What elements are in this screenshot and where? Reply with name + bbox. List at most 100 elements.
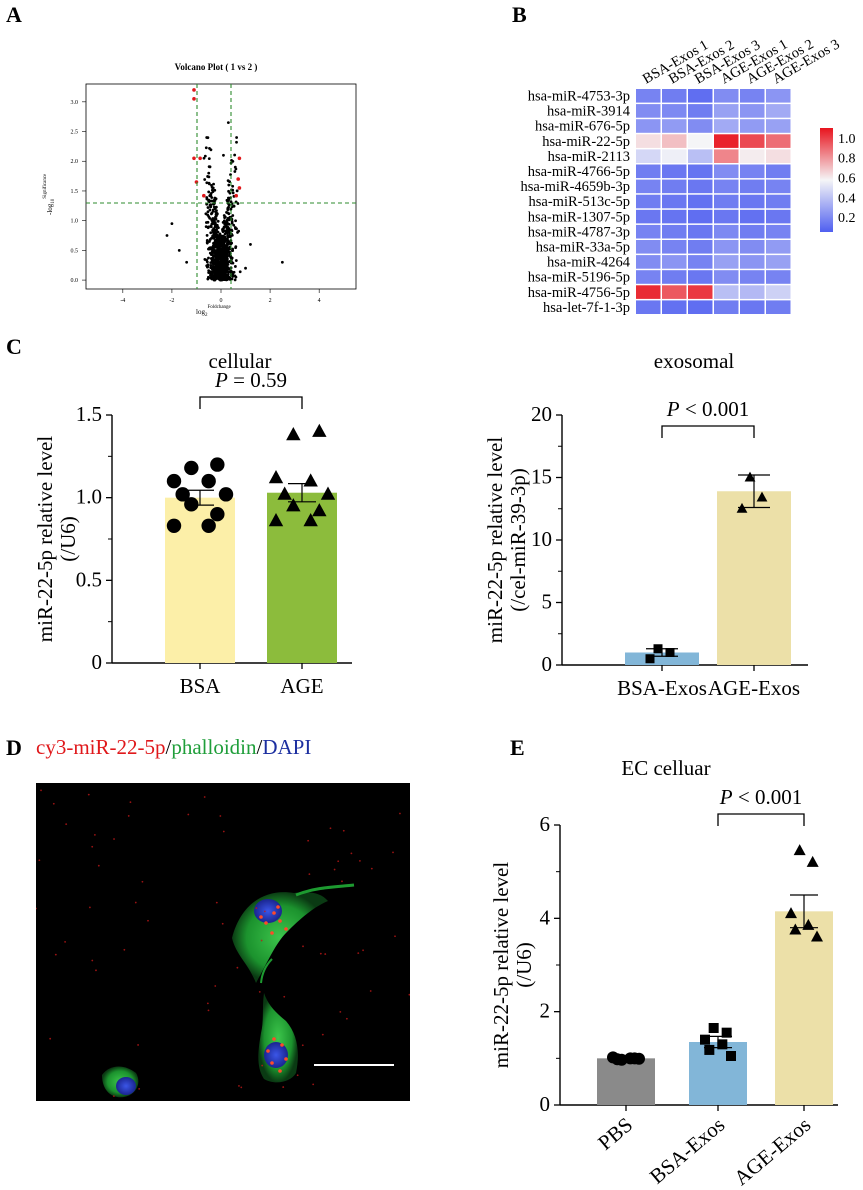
data-point [175, 487, 190, 502]
heatmap-row-label: hsa-let-7f-1-3p [543, 300, 630, 316]
cy3-dot [127, 815, 130, 817]
volcano-point [212, 220, 216, 223]
microscopy-label-phalloidin: phalloidin [171, 735, 257, 759]
heatmap-cell [714, 164, 739, 179]
volcano-point [227, 234, 231, 238]
volcano-x-tick-label: 4 [318, 298, 321, 304]
cy3-dot [392, 851, 394, 854]
data-point [645, 654, 655, 664]
y-tick-label: 20 [531, 402, 552, 426]
volcano-point [207, 171, 211, 175]
cy3-dot [329, 827, 332, 830]
volcano-sig-point [236, 177, 240, 181]
volcano-point [224, 251, 228, 255]
volcano-point [205, 240, 209, 244]
volcano-ylabel: -log10Significance [43, 173, 56, 215]
volcano-x-tick-label: 0 [220, 298, 223, 304]
volcano-point [213, 269, 217, 273]
heatmap-row-label: hsa-miR-4659b-3p [520, 179, 630, 195]
heatmap-cell [714, 104, 739, 118]
cy3-dot [284, 1057, 288, 1061]
volcano-point [206, 175, 210, 178]
heatmap-cell [636, 285, 661, 299]
volcano-y-tick-label: 0.5 [71, 248, 79, 254]
data-point [793, 844, 806, 856]
volcano-point [207, 182, 211, 186]
heatmap-cell [636, 89, 661, 103]
volcano-point [212, 182, 215, 186]
cy3-dot [264, 921, 268, 925]
volcano-point [204, 146, 208, 150]
volcano-sig-point [198, 156, 202, 161]
data-point [653, 644, 663, 654]
heatmap-cell [740, 224, 765, 239]
volcano-point [226, 247, 229, 251]
cy3-dot [270, 931, 274, 935]
data-point [756, 491, 768, 502]
volcano-point [165, 234, 169, 237]
data-point [624, 1052, 637, 1065]
volcano-point [211, 270, 215, 274]
volcano-point [217, 252, 221, 256]
volcano-point [205, 197, 209, 201]
data-point [312, 503, 327, 517]
data-point [184, 497, 199, 512]
volcano-point [227, 203, 231, 207]
heatmap-cell [636, 104, 661, 118]
volcano-plot: Volcano Plot ( 1 vs 2 ) -4 -2 0 2 4 0.0 0.5 1.0… [43, 62, 357, 318]
data-point [201, 518, 216, 533]
volcano-point [217, 276, 221, 280]
volcano-point [221, 230, 225, 233]
volcano-point [236, 202, 240, 205]
volcano-point [208, 208, 212, 212]
volcano-point [232, 270, 236, 274]
volcano-sig-point [234, 193, 239, 198]
cy3-dot [278, 919, 282, 923]
volcano-point [227, 189, 230, 193]
volcano-point [207, 256, 210, 260]
heatmap-cell [714, 149, 739, 163]
volcano-point [224, 238, 228, 241]
cy3-dot [272, 911, 276, 915]
cy3-dot [219, 815, 222, 817]
nucleus [264, 1042, 288, 1068]
heatmap-cell [636, 119, 661, 133]
heatmap-cell [662, 209, 687, 224]
cy3-dot [112, 1095, 115, 1098]
bar [689, 1042, 747, 1105]
heatmap-row-label: hsa-miR-2113 [548, 149, 630, 165]
cy3-dot [138, 1087, 141, 1090]
volcano-point [217, 264, 221, 267]
y-axis-label: miR-22-5p relative level(/cel-miR-39-3p) [483, 437, 530, 644]
volcano-point [211, 248, 215, 252]
bar [717, 491, 791, 665]
volcano-point [213, 251, 216, 255]
heatmap-cell [662, 270, 687, 284]
volcano-point [225, 278, 228, 282]
heatmap-cells [636, 89, 791, 314]
heatmap-cell [636, 134, 661, 148]
volcano-sig-point [192, 88, 196, 92]
heatmap-cell [766, 209, 791, 224]
volcano-point [233, 274, 237, 278]
category-label: BSA [180, 674, 222, 698]
cy3-dot [236, 966, 239, 969]
volcano-point [207, 190, 211, 194]
cy3-dot [302, 945, 304, 948]
volcano-point [215, 270, 219, 273]
colorbar-ticks: 1.0 0.8 0.6 0.4 0.2 [838, 132, 856, 226]
heatmap-cell [662, 179, 687, 194]
data-point [806, 855, 819, 867]
volcano-point [225, 211, 228, 214]
y-axis-label: miR-22-5p relative level(/U6) [33, 436, 80, 643]
volcano-point [170, 222, 174, 226]
cy3-dot [91, 845, 94, 848]
nucleus [254, 899, 282, 923]
volcano-x-tick-label: -2 [169, 298, 174, 304]
volcano-point [216, 219, 220, 223]
volcano-point [226, 199, 229, 203]
colorbar-tick-label: 1.0 [838, 132, 856, 147]
volcano-point [228, 253, 232, 257]
cy3-dot [342, 829, 345, 832]
volcano-point [222, 240, 226, 244]
